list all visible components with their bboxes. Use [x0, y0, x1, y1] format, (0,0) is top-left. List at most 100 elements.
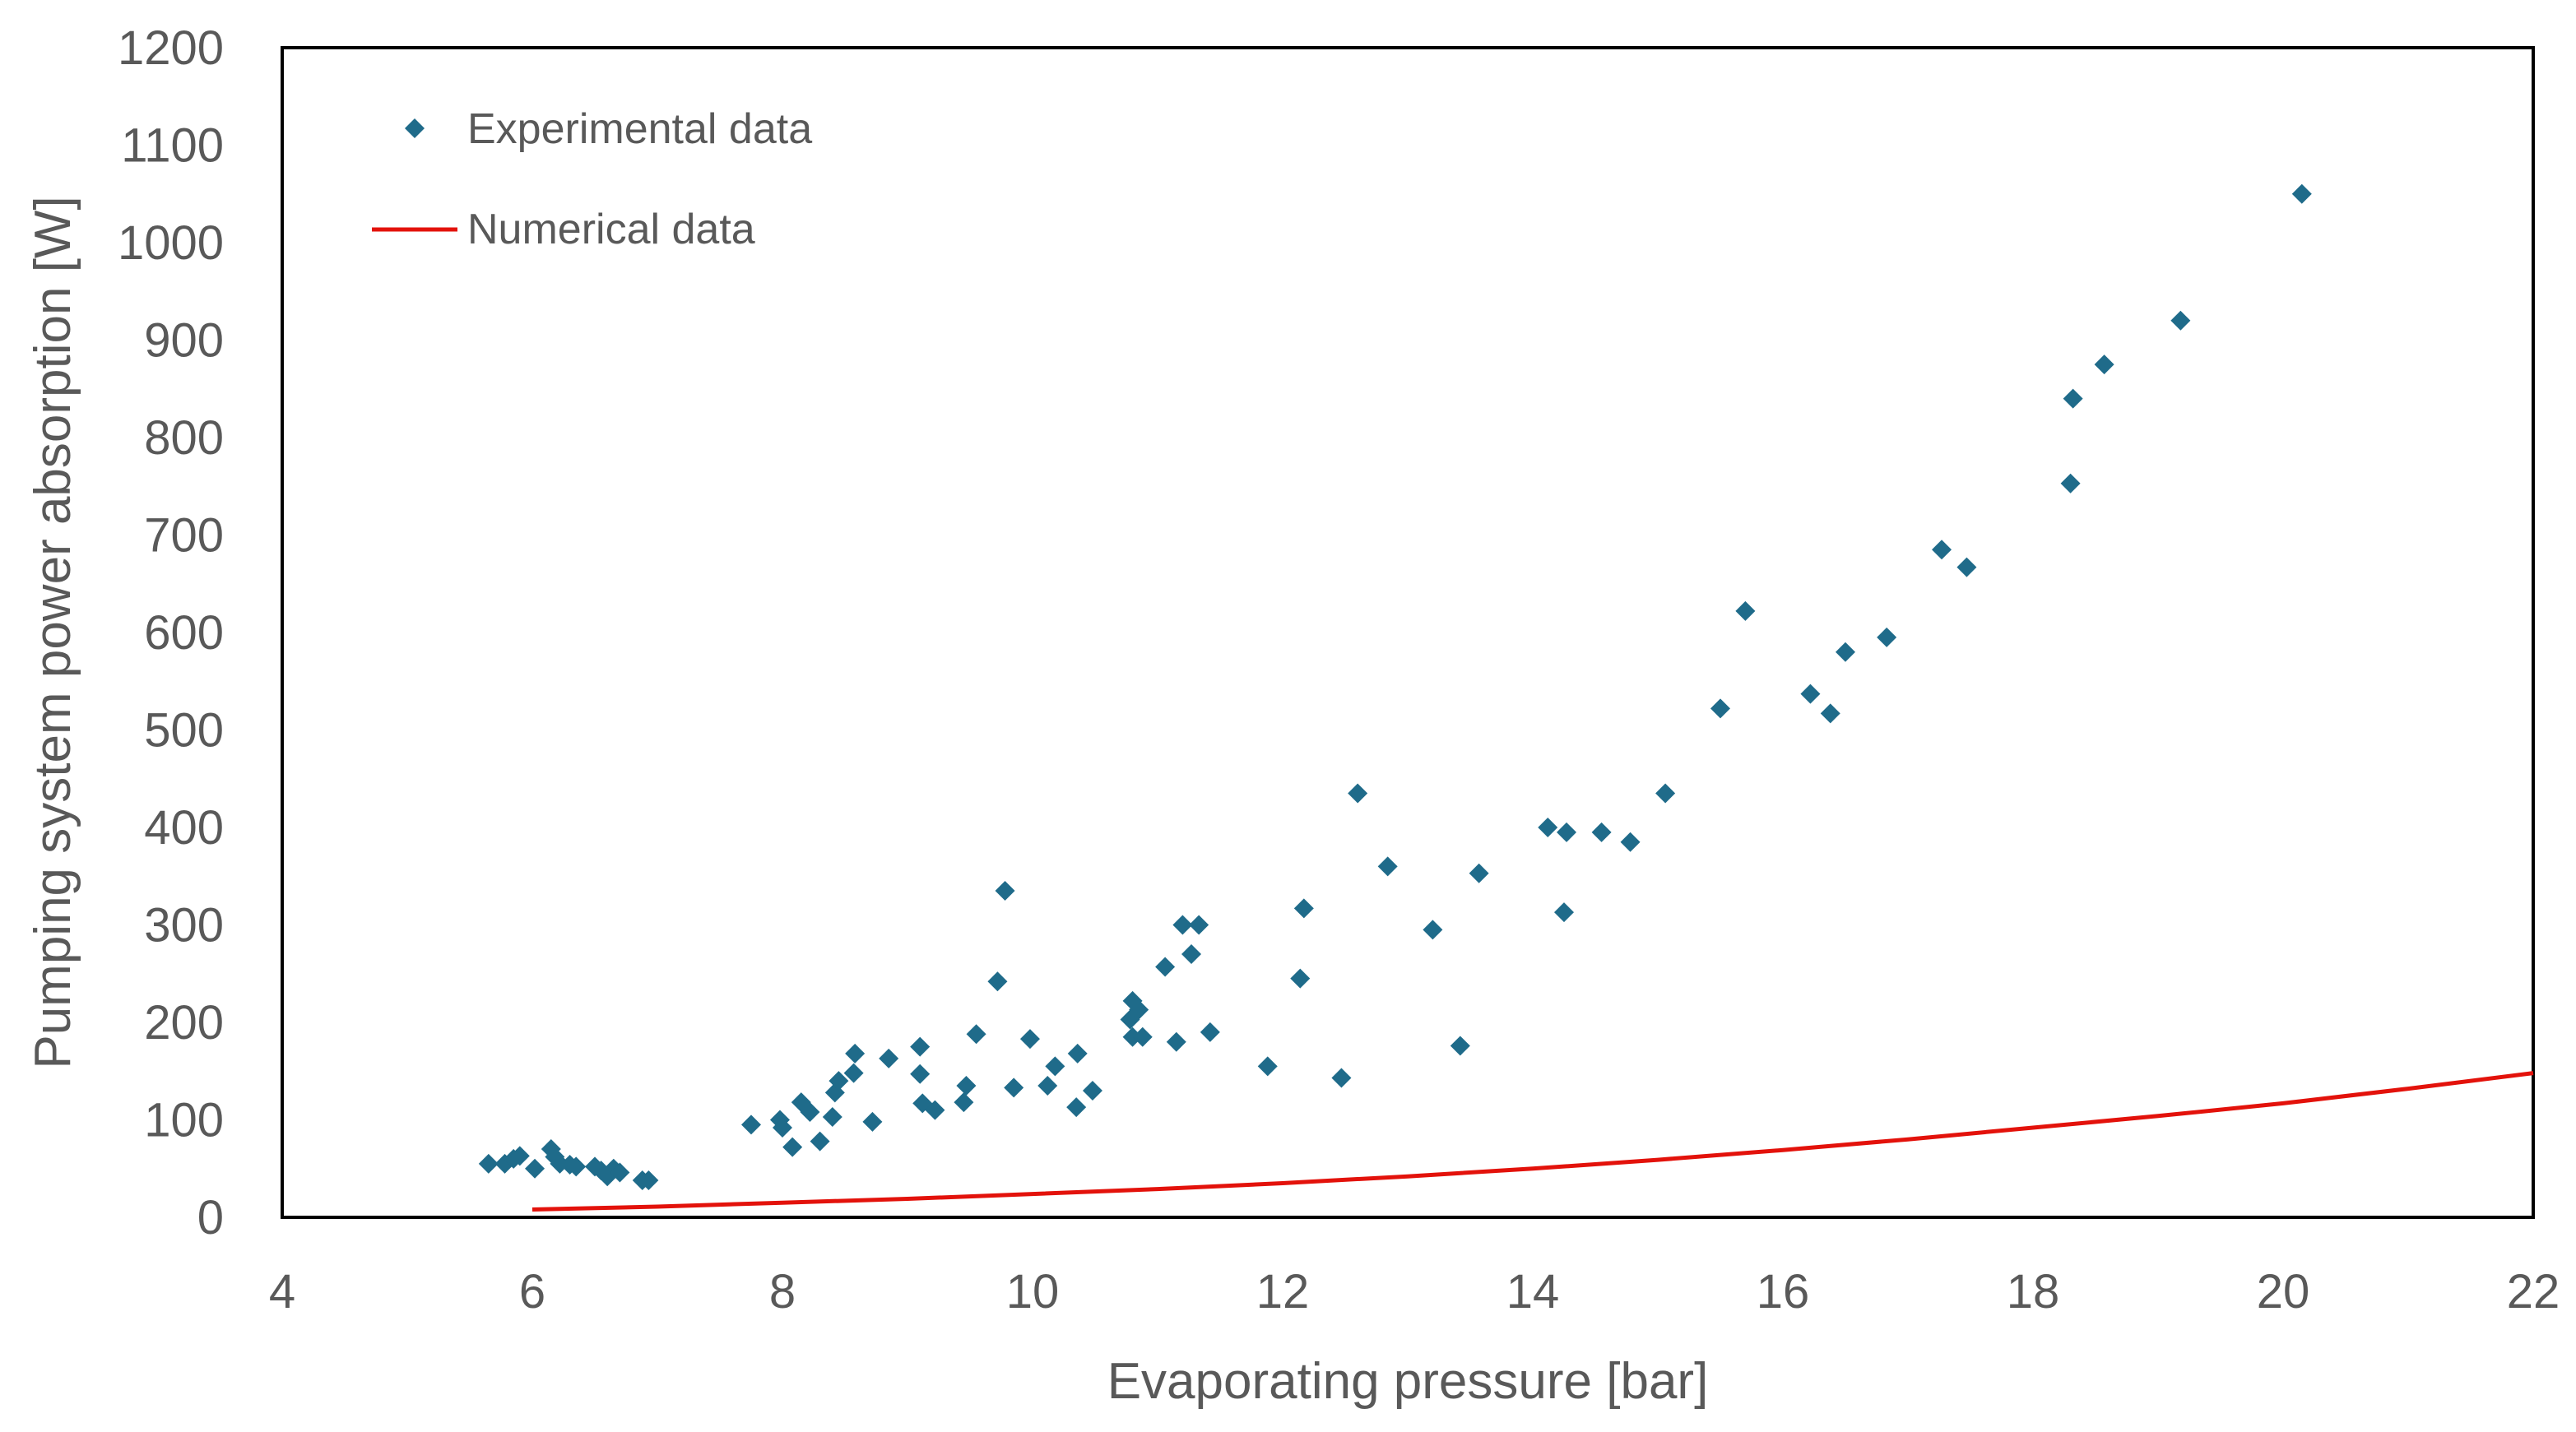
data-point [1956, 557, 1977, 577]
data-point [987, 971, 1008, 992]
data-point [1469, 863, 1489, 883]
data-point [879, 1048, 899, 1068]
data-point [1735, 600, 1756, 621]
data-point [1800, 684, 1821, 704]
y-axis-title: Pumping system power absorption [W] [25, 196, 81, 1068]
data-point [1423, 920, 1443, 940]
y-axis-ticks: 0 100 200 300 400 500 600 700 800 900 1000 1100 1200 [118, 21, 224, 1244]
data-point [1290, 968, 1311, 989]
data-point [1082, 1080, 1102, 1101]
data-point [2063, 388, 2083, 409]
y-tick-label: 700 [144, 509, 224, 563]
data-point [910, 1064, 931, 1084]
y-tick-label: 0 [197, 1191, 224, 1244]
data-point [995, 881, 1015, 901]
data-point [1932, 540, 1952, 560]
experimental-data-markers [478, 183, 2312, 1190]
y-tick-label: 300 [144, 899, 224, 952]
y-tick-label: 1000 [118, 216, 224, 270]
data-point [1331, 1068, 1352, 1088]
y-tick-label: 1100 [121, 119, 224, 173]
data-point [1820, 703, 1840, 724]
data-point [478, 1153, 499, 1174]
data-point [1132, 1026, 1153, 1047]
data-point [810, 1131, 830, 1152]
data-point [2291, 183, 2312, 204]
x-tick-label: 6 [519, 1265, 545, 1318]
x-tick-label: 22 [2507, 1265, 2560, 1318]
numerical-data-line [531, 1071, 2534, 1212]
legend-experimental-label: Experimental data [467, 105, 812, 153]
data-point [1710, 698, 1730, 719]
y-tick-label: 200 [144, 996, 224, 1050]
data-point [638, 1170, 659, 1190]
data-point [1655, 783, 1676, 804]
data-point [525, 1158, 545, 1179]
data-point [1836, 642, 1855, 662]
data-point [1554, 902, 1574, 923]
y-tick-label: 900 [144, 314, 224, 368]
legend-experimental-marker [405, 118, 425, 138]
data-point [1348, 783, 1368, 804]
x-tick-label: 16 [1757, 1265, 1810, 1318]
data-point [800, 1102, 820, 1123]
data-point [1045, 1056, 1065, 1077]
x-axis-title: Evaporating pressure [bar] [1107, 1353, 1709, 1410]
data-point [1067, 1043, 1088, 1064]
x-tick-label: 14 [1506, 1265, 1560, 1318]
x-tick-label: 10 [1006, 1265, 1060, 1318]
data-point [845, 1043, 866, 1064]
x-tick-label: 12 [1256, 1265, 1310, 1318]
data-point [862, 1111, 883, 1132]
data-point [1293, 898, 1314, 919]
data-point [509, 1146, 530, 1166]
data-point [1129, 999, 1149, 1020]
data-point [1166, 1031, 1186, 1052]
data-point [1189, 915, 1209, 935]
data-point [954, 1092, 974, 1113]
data-point [741, 1115, 761, 1135]
y-tick-label: 600 [144, 606, 224, 660]
data-point [773, 1117, 792, 1138]
data-point [1181, 944, 1202, 965]
legend-numerical-label: Numerical data [467, 206, 755, 253]
data-point [2170, 310, 2191, 331]
data-point [956, 1076, 977, 1096]
x-tick-label: 20 [2257, 1265, 2310, 1318]
data-point [843, 1063, 864, 1083]
y-tick-label: 800 [144, 411, 224, 465]
data-point [1172, 915, 1193, 935]
data-point [1037, 1076, 1058, 1096]
data-point [1122, 1026, 1143, 1047]
data-point [782, 1137, 803, 1157]
y-tick-label: 500 [144, 704, 224, 758]
data-point [566, 1156, 587, 1177]
data-point [1557, 822, 1577, 842]
data-point [1450, 1036, 1470, 1056]
data-point [1066, 1097, 1087, 1118]
data-point [925, 1100, 945, 1120]
data-point [1591, 822, 1612, 842]
data-point [1155, 957, 1176, 977]
data-point [1019, 1029, 1040, 1050]
x-tick-label: 18 [2007, 1265, 2060, 1318]
data-point [2060, 473, 2081, 494]
y-tick-label: 100 [144, 1094, 224, 1147]
x-tick-label: 4 [269, 1265, 295, 1318]
data-point [610, 1162, 630, 1183]
data-point [1257, 1056, 1278, 1077]
data-point [1004, 1077, 1024, 1098]
data-point [1877, 627, 1897, 647]
legend: Experimental data Numerical data [372, 105, 812, 253]
data-point [966, 1024, 986, 1045]
data-point [1538, 818, 1558, 837]
y-tick-label: 1200 [118, 21, 224, 75]
data-point [910, 1036, 931, 1057]
data-point [2094, 355, 2114, 375]
data-point [1200, 1022, 1220, 1042]
plot-area-frame [281, 46, 2535, 1219]
x-tick-label: 8 [769, 1265, 796, 1318]
data-point [828, 1071, 849, 1091]
